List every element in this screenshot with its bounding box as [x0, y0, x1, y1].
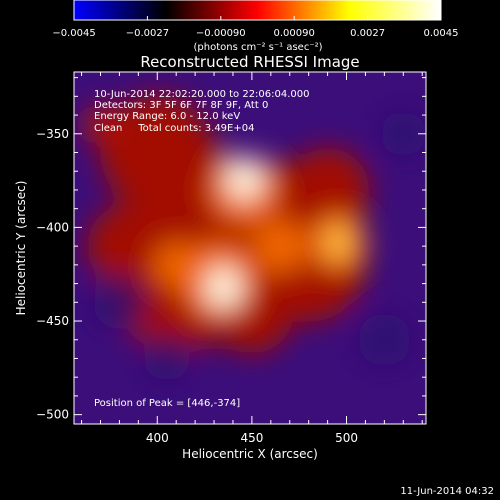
footer-date: 11-Jun-2014 04:32 — [400, 486, 494, 497]
colorbar-ticks: −0.0045 −0.0027 −0.00090 0.00090 0.0027 0.004… — [52, 16, 459, 39]
y-tick-label: −350 — [36, 127, 69, 141]
plot-frame — [73, 71, 427, 425]
annotation-energy-range: Energy Range: 6.0 - 12.0 keV — [94, 111, 240, 122]
background-fluctuation — [92, 275, 147, 329]
colorbar-tick-label: −0.0045 — [52, 28, 95, 39]
y-tick-label: −400 — [36, 220, 69, 234]
x-tick-label: 450 — [240, 431, 263, 445]
colorbar-tick-label: 0.00090 — [274, 28, 315, 39]
annotation-block: 10-Jun-2014 22:02:20.000 to 22:06:04.000… — [94, 89, 310, 134]
y-tick-label: −500 — [36, 408, 69, 422]
heatmap-image — [85, 95, 426, 382]
background-fluctuation — [380, 110, 426, 157]
source-peak — [325, 226, 353, 259]
source-peak — [227, 158, 262, 200]
colorbar: −0.0045 −0.0027 −0.00090 0.00090 0.0027 0.004… — [52, 0, 459, 53]
emission-core — [253, 219, 307, 273]
y-axis-label: Heliocentric Y (arcsec) — [14, 181, 28, 316]
x-tick-label: 400 — [146, 431, 169, 445]
colorbar-tick-label: 0.0045 — [424, 28, 459, 39]
background-fluctuation — [357, 313, 411, 367]
colorbar-tick-label: −0.0027 — [126, 28, 169, 39]
peak-position-label: Position of Peak = [446,-374] — [94, 398, 240, 409]
colorbar-unit-label: (photons cm⁻² s⁻¹ asec⁻²) — [193, 42, 322, 53]
annotation-time-range: 10-Jun-2014 22:02:20.000 to 22:06:04.000 — [94, 89, 310, 100]
colorbar-tick-label: −0.00090 — [196, 28, 246, 39]
colorbar-strip — [73, 0, 442, 21]
annotation-counts: Clean Total counts: 3.49E+04 — [94, 123, 254, 134]
annotation-detectors: Detectors: 3F 5F 6F 7F 8F 9F, Att 0 — [94, 100, 268, 111]
colorbar-tick-label: 0.0027 — [350, 28, 385, 39]
source-peak — [206, 266, 241, 309]
y-tick-label: −450 — [36, 314, 69, 328]
emission-core — [153, 242, 199, 288]
background-fluctuation — [143, 335, 190, 382]
y-axis-ticks: −350 −400 −450 −500 — [36, 77, 426, 422]
chart-title: Reconstructed RHESSI Image — [140, 53, 359, 71]
source-peak — [85, 106, 116, 143]
x-axis-label: Heliocentric X (arcsec) — [182, 447, 318, 461]
x-tick-label: 500 — [335, 431, 358, 445]
x-axis-ticks: 400 450 500 — [81, 72, 423, 445]
emission-envelope — [87, 204, 171, 288]
plot-area: 400 450 500 −350 −400 −450 −500 — [36, 71, 427, 445]
